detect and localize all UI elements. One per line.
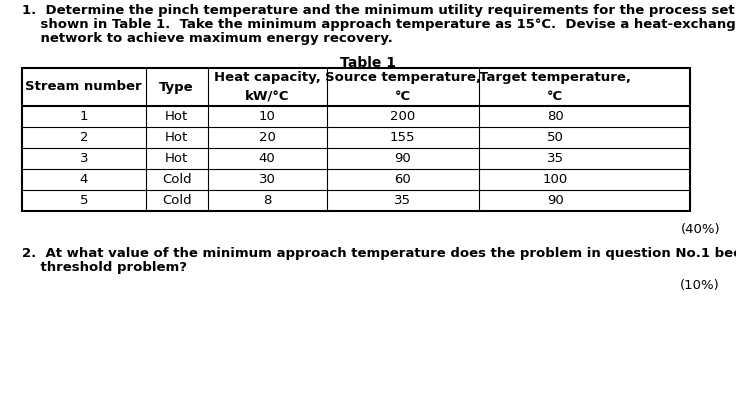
Text: Heat capacity,: Heat capacity,: [213, 72, 321, 84]
Text: 2: 2: [79, 131, 88, 144]
Text: Type: Type: [159, 80, 194, 94]
Text: Hot: Hot: [165, 131, 188, 144]
Text: shown in Table 1.  Take the minimum approach temperature as 15°C.  Devise a heat: shown in Table 1. Take the minimum appro…: [22, 18, 736, 31]
Text: 2.  At what value of the minimum approach temperature does the problem in questi: 2. At what value of the minimum approach…: [22, 247, 736, 260]
Text: 8: 8: [263, 194, 272, 207]
Text: kW/°C: kW/°C: [245, 90, 289, 103]
Text: 5: 5: [79, 194, 88, 207]
Text: 155: 155: [390, 131, 416, 144]
Text: (40%): (40%): [680, 223, 720, 236]
Text: 20: 20: [259, 131, 275, 144]
Text: 100: 100: [542, 173, 567, 186]
Text: 50: 50: [547, 131, 564, 144]
Text: Source temperature,: Source temperature,: [325, 72, 481, 84]
Text: Hot: Hot: [165, 152, 188, 165]
Text: threshold problem?: threshold problem?: [22, 261, 187, 274]
Text: 80: 80: [547, 110, 564, 123]
Text: 35: 35: [394, 194, 411, 207]
Text: 90: 90: [394, 152, 411, 165]
Text: 60: 60: [394, 173, 411, 186]
Bar: [22, 68, 690, 211]
Text: 10: 10: [259, 110, 275, 123]
Text: Table 1: Table 1: [340, 56, 396, 70]
Text: °C: °C: [394, 90, 411, 103]
Text: 4: 4: [79, 173, 88, 186]
Text: (10%): (10%): [680, 279, 720, 292]
Text: Stream number: Stream number: [26, 80, 142, 94]
Text: 40: 40: [259, 152, 275, 165]
Text: Target temperature,: Target temperature,: [479, 72, 631, 84]
Text: 3: 3: [79, 152, 88, 165]
Text: 90: 90: [547, 194, 564, 207]
Text: Cold: Cold: [162, 173, 191, 186]
Text: °C: °C: [547, 90, 563, 103]
Text: Hot: Hot: [165, 110, 188, 123]
Text: 1: 1: [79, 110, 88, 123]
Text: Cold: Cold: [162, 194, 191, 207]
Text: 1.  Determine the pinch temperature and the minimum utility requirements for the: 1. Determine the pinch temperature and t…: [22, 4, 736, 17]
Text: 30: 30: [259, 173, 275, 186]
Text: network to achieve maximum energy recovery.: network to achieve maximum energy recove…: [22, 32, 393, 45]
Text: 200: 200: [390, 110, 415, 123]
Text: 35: 35: [547, 152, 564, 165]
